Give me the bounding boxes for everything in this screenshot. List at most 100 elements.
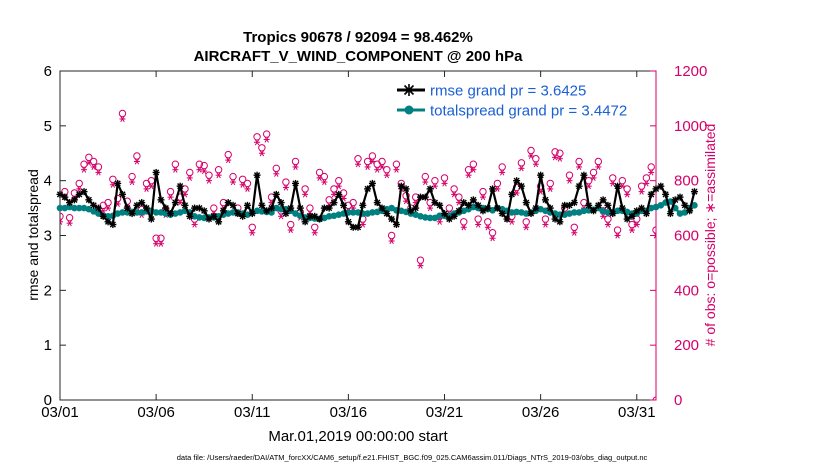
star-stroke	[191, 204, 198, 212]
star-stroke	[532, 204, 539, 212]
y-left-tick-label: 5	[44, 118, 52, 135]
star-stroke	[412, 204, 419, 212]
obs-assimilated-point	[263, 136, 270, 143]
star-stroke	[316, 215, 323, 223]
rmse-point	[359, 201, 367, 209]
rmse-point	[517, 182, 525, 190]
asterisk-stroke	[355, 161, 361, 168]
obs-assimilated-point	[191, 221, 198, 228]
rmse-point	[147, 215, 155, 223]
rmse-point	[465, 201, 473, 209]
rmse-point	[522, 199, 530, 207]
star-stroke	[600, 196, 607, 203]
obs-assimilated-point	[379, 163, 386, 171]
star-stroke	[326, 204, 333, 212]
totalspread-point	[349, 209, 357, 216]
obs-possible-point	[301, 185, 309, 193]
rmse-point	[123, 204, 131, 212]
obs-possible-point	[109, 175, 117, 183]
star-stroke	[282, 210, 289, 217]
obs-possible-point	[392, 160, 401, 168]
y-right-tick-label: 1200	[674, 63, 707, 80]
obs-assimilated-point	[244, 185, 251, 192]
star-stroke	[537, 172, 544, 179]
y-right-tick-label: 800	[674, 173, 699, 190]
asterisk-stroke	[177, 199, 183, 206]
rmse-point	[335, 190, 343, 198]
obs-possible-point	[186, 168, 194, 177]
obs-assimilated-point	[633, 221, 640, 228]
asterisk-stroke	[610, 180, 615, 187]
asterisk-stroke	[683, 161, 687, 167]
star-stroke	[201, 207, 208, 214]
asterisk-stroke	[509, 218, 515, 225]
star-stroke	[330, 199, 338, 206]
rmse-point	[181, 201, 189, 209]
star-stroke	[393, 221, 400, 228]
x-axis-label: Mar.01,2019 00:00:00 start	[268, 428, 448, 445]
star-stroke	[638, 204, 645, 212]
obs-possible-point	[570, 223, 578, 231]
obs-assimilated-point	[523, 224, 530, 231]
rmse-point	[388, 215, 396, 223]
rmse-point	[532, 204, 540, 212]
obs-assimilated-point	[215, 172, 222, 179]
asterisk-stroke	[528, 152, 534, 160]
obs-assimilated-point	[321, 178, 328, 186]
obs-possible-point	[517, 159, 526, 167]
obs-possible-point	[421, 172, 429, 181]
obs-assimilated-point	[95, 169, 102, 176]
obs-assimilated-point	[648, 169, 655, 176]
obs-assimilated-point	[105, 205, 112, 212]
rmse-point	[599, 196, 607, 204]
asterisk-stroke	[288, 226, 293, 234]
rmse-point	[282, 210, 290, 218]
obs-possible-point	[594, 157, 603, 166]
asterisk-stroke	[250, 229, 255, 236]
rmse-point	[219, 207, 227, 215]
asterisk-stroke	[375, 166, 380, 173]
star-stroke	[249, 210, 256, 217]
asterisk-stroke	[173, 166, 178, 173]
asterisk-stroke	[629, 226, 635, 234]
star-stroke	[422, 194, 429, 201]
obs-assimilated-point	[556, 155, 563, 162]
rmse-point	[364, 185, 372, 193]
star-stroke	[220, 207, 227, 214]
obs-possible-point	[546, 179, 554, 188]
obs-assimilated-point	[225, 157, 232, 164]
star-stroke	[648, 191, 655, 198]
star-stroke	[292, 180, 299, 187]
rmse-point	[301, 218, 309, 226]
star-stroke	[624, 215, 631, 223]
obs-possible-point	[416, 256, 425, 264]
obs-assimilated-point	[76, 185, 83, 192]
rmse-point	[104, 218, 112, 226]
asterisk-stroke	[586, 183, 591, 190]
rmse-point	[171, 199, 179, 207]
y-right-tick-label: 200	[674, 337, 699, 354]
obs-assimilated-point	[302, 191, 309, 198]
rmse-point	[383, 210, 391, 218]
rmse-point	[162, 204, 170, 212]
asterisk-stroke	[360, 221, 366, 228]
rmse-point	[344, 218, 352, 226]
asterisk-stroke	[331, 191, 337, 198]
rmse-point	[541, 196, 549, 204]
obs-possible-point	[253, 133, 261, 141]
asterisk-stroke	[688, 150, 692, 156]
rmse-point	[484, 204, 492, 212]
star-stroke	[153, 169, 160, 176]
asterisk-stroke	[576, 163, 582, 171]
obs-possible-point	[575, 157, 583, 166]
rmse-point	[292, 179, 300, 187]
obs-assimilated-point	[292, 163, 299, 171]
star-stroke	[311, 213, 318, 220]
obs-possible-point	[113, 194, 122, 203]
rmse-point	[455, 207, 463, 215]
obs-possible-point	[354, 155, 362, 163]
asterisk-stroke	[379, 163, 385, 171]
asterisk-stroke	[230, 178, 236, 186]
rmse-point	[229, 201, 237, 209]
obs-possible-point	[527, 146, 535, 155]
